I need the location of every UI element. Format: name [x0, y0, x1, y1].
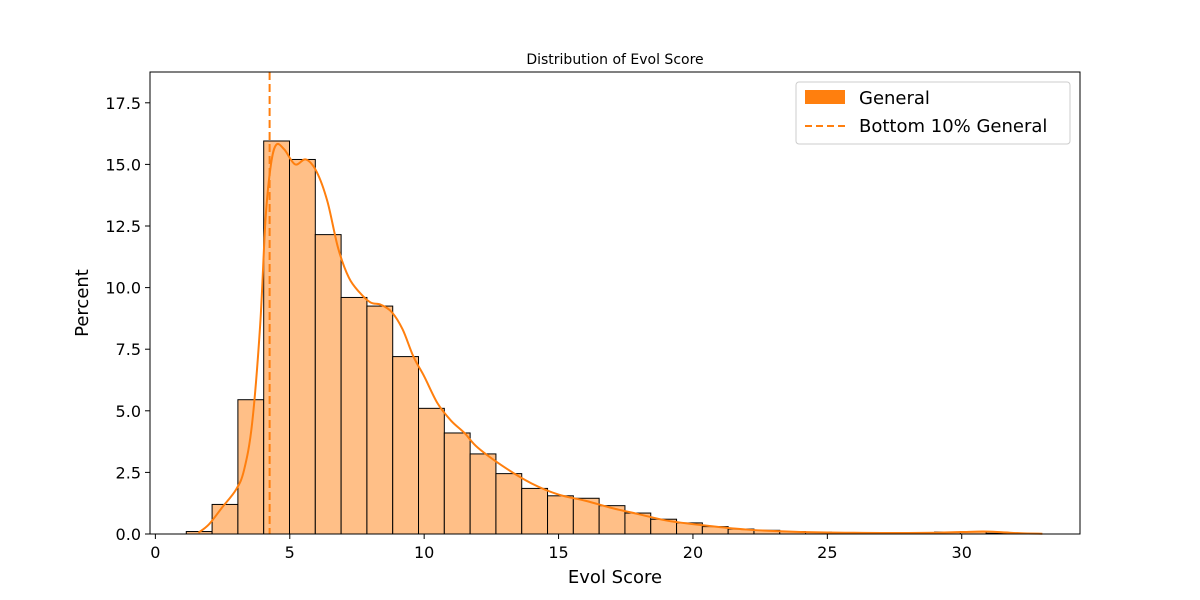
histogram-bar: [289, 158, 316, 535]
histogram-bar: [521, 487, 549, 535]
y-tick-label: 17.5: [105, 94, 141, 113]
y-tick-label: 5.0: [116, 402, 141, 421]
histogram-bar: [547, 495, 574, 535]
histogram-bar: [211, 503, 239, 535]
x-axis-label: Evol Score: [568, 567, 662, 588]
bars-group: [185, 140, 1039, 535]
y-tick-label: 10.0: [105, 279, 141, 298]
histogram-bar: [469, 453, 497, 535]
histogram-bar: [340, 296, 368, 535]
histogram-bar: [366, 305, 394, 535]
histogram-bar: [392, 356, 420, 535]
y-tick-label: 12.5: [105, 217, 141, 236]
legend-frame: [795, 81, 1071, 145]
legend-label-general: General: [859, 88, 930, 109]
legend: General Bottom 10% General: [795, 81, 1071, 145]
histogram-bar: [418, 407, 445, 535]
y-axis-label: Percent: [72, 269, 93, 337]
histogram-bar: [237, 399, 265, 535]
x-tick-label: 30: [952, 543, 972, 562]
chart-title: Distribution of Evol Score: [526, 52, 703, 68]
y-tick-label: 2.5: [116, 463, 141, 482]
y-tick-label: 15.0: [105, 155, 141, 174]
x-tick-label: 20: [683, 543, 703, 562]
y-axis-ticks: 0.0 2.5 5.0 7.5 10.0 12.5 15.0 17.5: [105, 94, 150, 544]
histogram-bar: [314, 234, 342, 535]
x-tick-label: 5: [285, 543, 295, 562]
legend-patch-general: [805, 90, 845, 104]
y-tick-label: 7.5: [116, 340, 141, 359]
histogram-bar: [443, 432, 471, 535]
legend-label-bottom-10: Bottom 10% General: [859, 116, 1047, 137]
x-tick-label: 15: [548, 543, 568, 562]
x-tick-label: 25: [817, 543, 837, 562]
x-tick-label: 10: [414, 543, 434, 562]
x-axis-ticks: 0 5 10 15 20 25 30: [150, 534, 972, 562]
plot-frame: [149, 71, 1081, 535]
histogram-bar: [495, 473, 523, 535]
y-tick-label: 0.0: [116, 525, 141, 544]
x-tick-label: 0: [150, 543, 160, 562]
